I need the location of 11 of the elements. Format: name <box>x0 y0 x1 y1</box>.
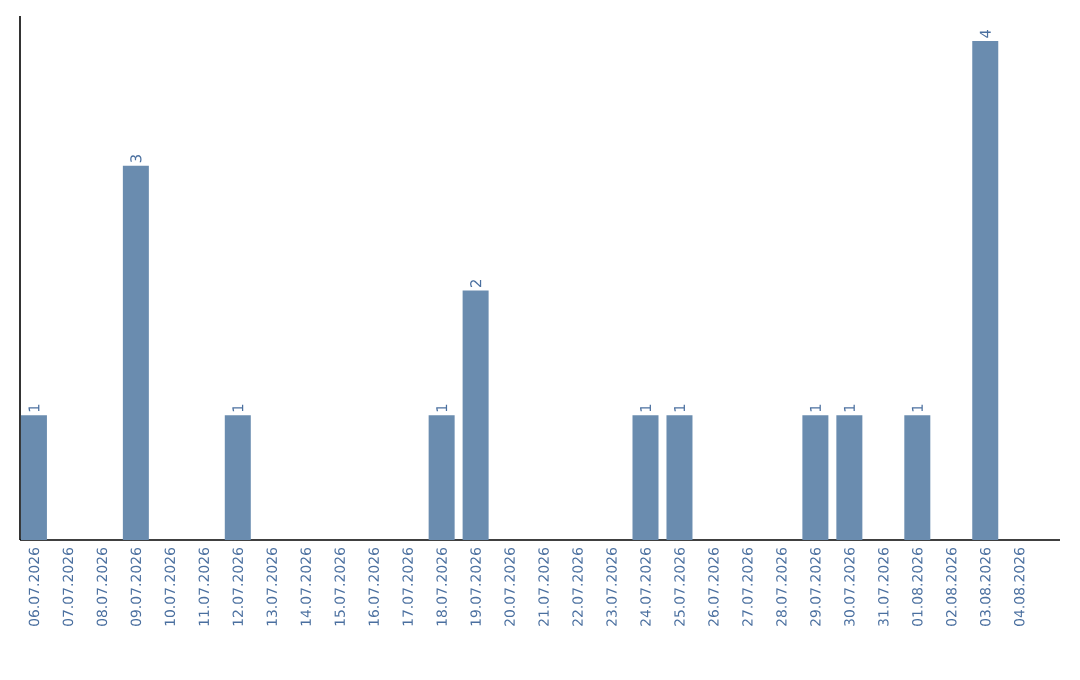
bar <box>462 290 489 540</box>
bar <box>666 415 693 540</box>
bar <box>802 415 829 540</box>
bar <box>836 415 863 540</box>
bar <box>972 40 999 540</box>
bar <box>904 415 931 540</box>
bar <box>122 165 149 540</box>
bar <box>632 415 659 540</box>
bar <box>20 415 47 540</box>
bar <box>224 415 251 540</box>
bar <box>428 415 455 540</box>
